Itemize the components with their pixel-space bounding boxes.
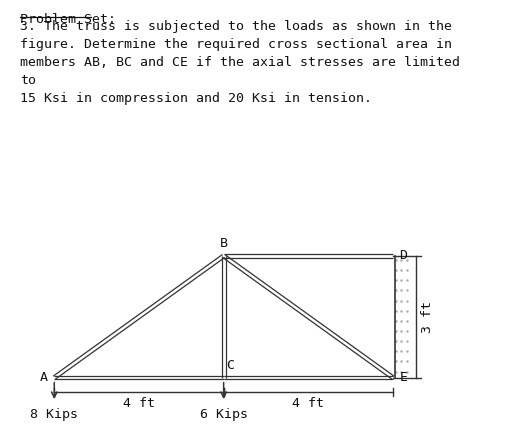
Text: 4 ft: 4 ft (292, 396, 324, 410)
Text: D: D (399, 249, 407, 262)
Text: 3 ft: 3 ft (420, 301, 433, 333)
Text: 8 Kips: 8 Kips (30, 408, 78, 421)
Text: A: A (40, 371, 48, 384)
Text: B: B (219, 237, 227, 250)
Text: 6 Kips: 6 Kips (199, 408, 247, 421)
Text: 3. The truss is subjected to the loads as shown in the
figure. Determine the req: 3. The truss is subjected to the loads a… (20, 20, 460, 105)
Text: C: C (225, 358, 233, 371)
Bar (394, 256, 409, 378)
Text: 4 ft: 4 ft (123, 396, 155, 410)
Text: Problem Set:: Problem Set: (20, 13, 116, 26)
Text: E: E (399, 371, 407, 384)
